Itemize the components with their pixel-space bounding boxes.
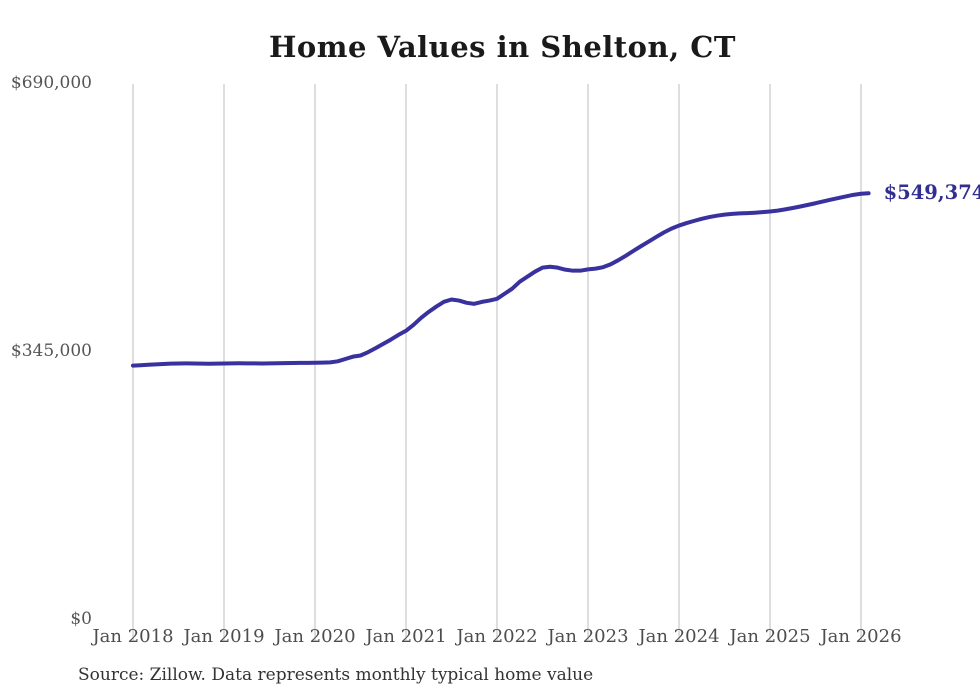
source-note: Source: Zillow. Data represents monthly … <box>78 665 594 685</box>
x-tick-label: Jan 2019 <box>183 626 265 647</box>
x-tick-label: Jan 2022 <box>456 626 538 647</box>
x-tick-label: Jan 2021 <box>365 626 447 647</box>
x-tick-label: Jan 2024 <box>638 626 720 647</box>
x-tick-label: Jan 2026 <box>820 626 902 647</box>
y-tick-label: $345,000 <box>10 341 92 361</box>
x-tick-label: Jan 2020 <box>274 626 356 647</box>
y-tick-label: $0 <box>70 609 92 629</box>
y-tick-label: $690,000 <box>10 73 92 93</box>
chart-title: Home Values in Shelton, CT <box>269 30 736 64</box>
x-tick-label: Jan 2023 <box>547 626 629 647</box>
end-value-label: $549,374 <box>883 181 980 205</box>
home-value-line <box>131 191 871 368</box>
x-tick-label: Jan 2025 <box>729 626 811 647</box>
x-tick-label: Jan 2018 <box>92 626 174 647</box>
